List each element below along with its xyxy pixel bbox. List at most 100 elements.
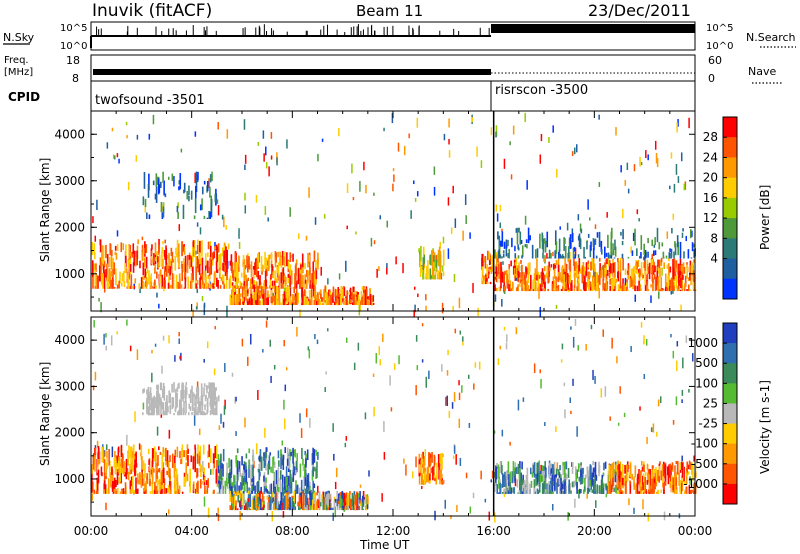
echo-cell	[502, 254, 505, 258]
velocity-colorbar-label: Velocity [m s-1]	[758, 380, 772, 474]
echo-cell	[260, 486, 262, 494]
echo-cell	[158, 394, 161, 406]
echo-point	[120, 242, 122, 253]
echo-cell	[507, 239, 509, 246]
echo-cell	[600, 267, 603, 278]
echo-cell	[674, 269, 677, 277]
echo-cell	[662, 476, 664, 484]
echo-cell	[178, 251, 180, 268]
echo-cell	[236, 474, 239, 482]
echo-cell	[108, 256, 111, 268]
echo-point	[289, 207, 291, 217]
echo-cell	[101, 472, 103, 477]
echo-cell	[156, 384, 158, 390]
echo-point	[218, 395, 220, 402]
echo-cell	[274, 492, 277, 505]
echo-cell	[567, 282, 569, 290]
echo-cell	[676, 263, 679, 275]
echo-cell	[429, 452, 431, 468]
echo-cell	[580, 228, 583, 234]
echo-cell	[514, 275, 517, 281]
echo-cell	[162, 171, 164, 184]
echo-cell	[239, 469, 242, 477]
echo-cell	[551, 283, 554, 292]
echo-cell	[207, 260, 209, 273]
colorbar-segment	[723, 157, 737, 179]
echo-cell	[503, 241, 506, 249]
echo-cell	[654, 468, 656, 474]
echo-point	[564, 409, 566, 419]
colorbar-segment	[723, 383, 737, 404]
echo-cell	[574, 272, 576, 286]
echo-cell	[127, 454, 129, 465]
echo-cell	[204, 404, 206, 411]
echo-cell	[568, 479, 570, 492]
echo-cell	[306, 298, 309, 306]
echo-cell	[236, 468, 239, 480]
echo-cell	[678, 263, 680, 279]
echo-cell	[358, 505, 361, 511]
echo-cell	[437, 454, 440, 468]
echo-cell	[634, 465, 637, 478]
echo-point	[111, 127, 114, 132]
echo-point	[517, 399, 520, 411]
echo-cell	[253, 269, 255, 279]
echo-cell	[610, 231, 613, 245]
echo-cell	[117, 447, 120, 457]
echo-cell	[422, 246, 425, 256]
colorbar-tick-label: 16	[703, 191, 718, 205]
echo-cell	[603, 462, 605, 471]
echo-cell	[519, 461, 521, 473]
echo-point	[642, 499, 644, 510]
echo-point	[433, 186, 436, 196]
echo-cell	[123, 491, 126, 494]
echo-cell	[501, 473, 504, 488]
echo-cell	[650, 478, 652, 484]
echo-cell	[336, 498, 339, 507]
echo-cell	[283, 487, 286, 494]
echo-cell	[267, 258, 270, 272]
echo-cell	[285, 477, 288, 491]
echo-cell	[642, 464, 645, 472]
echo-cell	[201, 410, 204, 416]
echo-cell	[655, 480, 658, 487]
echo-cell	[304, 263, 306, 270]
echo-cell	[254, 287, 257, 289]
echo-cell	[604, 288, 606, 292]
echo-cell	[589, 244, 592, 258]
echo-point	[96, 440, 99, 448]
echo-cell	[508, 268, 511, 285]
echo-point	[327, 328, 329, 332]
echo-point	[454, 218, 457, 228]
echo-cell	[254, 485, 256, 494]
echo-cell	[307, 301, 310, 306]
echo-cell	[142, 262, 145, 276]
echo-cell	[147, 183, 150, 198]
echo-point	[688, 389, 690, 393]
echo-cell	[343, 492, 346, 509]
echo-cell	[593, 484, 595, 494]
echo-cell	[537, 289, 540, 292]
echo-cell	[227, 473, 230, 484]
echo-cell	[359, 301, 362, 306]
echo-cell	[170, 269, 173, 274]
echo-cell	[119, 463, 122, 467]
echo-cell	[287, 467, 290, 473]
echo-cell	[560, 276, 563, 283]
echo-cell	[213, 389, 215, 398]
echo-cell	[685, 470, 688, 477]
echo-cell	[503, 488, 506, 494]
echo-cell	[255, 260, 258, 278]
echo-cell	[620, 491, 623, 494]
echo-cell	[221, 462, 223, 469]
echo-cell	[688, 485, 691, 494]
echo-point	[682, 357, 684, 369]
echo-cell	[234, 272, 236, 279]
echo-point	[116, 331, 118, 335]
echo-cell	[134, 278, 137, 284]
echo-cell	[653, 261, 655, 271]
echo-cell	[276, 505, 279, 511]
echo-cell	[182, 204, 185, 219]
echo-cell	[129, 480, 132, 490]
echo-cell	[189, 396, 192, 403]
